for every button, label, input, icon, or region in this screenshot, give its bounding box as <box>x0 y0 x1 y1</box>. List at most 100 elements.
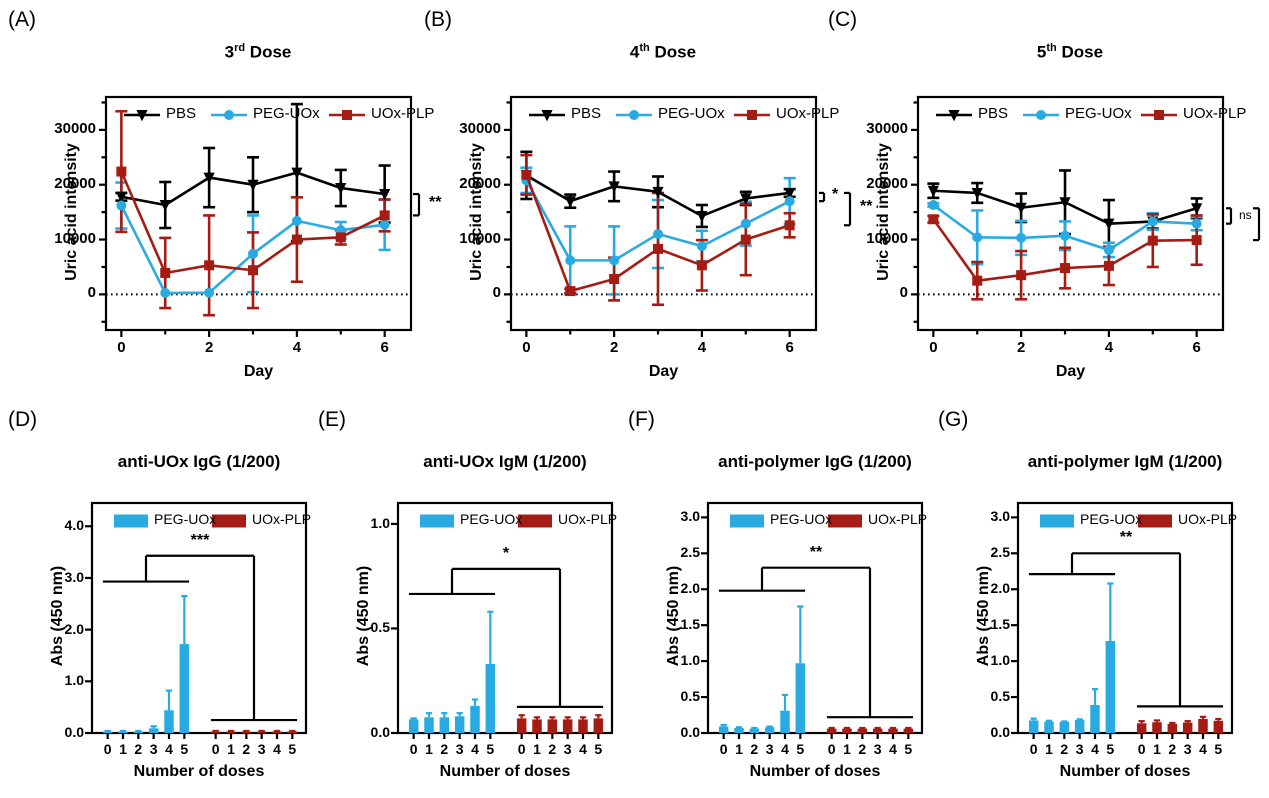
x-tick-label: 4 <box>471 741 479 757</box>
legend-label-uox-plp: UOx-PLP <box>868 511 928 527</box>
legend-label-peg-uox: PEG-UOx <box>460 511 523 527</box>
y-tick-label: 0 <box>492 284 501 302</box>
x-tick-label: 0 <box>409 741 418 757</box>
legend-label-peg-uox: PEG-UOx <box>770 511 833 527</box>
y-axis-title: Abs (450 nm) <box>975 565 992 667</box>
y-tick-label: 0.5 <box>990 688 1010 705</box>
y-tick-label: 30000 <box>54 119 96 137</box>
dose-number: 3 <box>224 42 235 62</box>
x-tick-label: 0 <box>522 339 531 356</box>
x-tick-label: 4 <box>165 741 173 757</box>
y-tick-label: 1.5 <box>990 616 1010 633</box>
panel-title-B: 4th Dose <box>513 42 813 63</box>
x-axis-title: Day <box>1055 363 1086 380</box>
significance-label: ** <box>1119 529 1133 547</box>
x-tick-label: 2 <box>1060 741 1069 757</box>
x-tick-label: 5 <box>1214 741 1223 757</box>
panel-letter-E: (E) <box>318 408 346 431</box>
x-tick-label: 2 <box>242 741 251 757</box>
y-tick-label: 0 <box>899 284 908 302</box>
y-tick-label: 1.0 <box>370 514 390 531</box>
significance-label: ** <box>809 543 823 561</box>
x-tick-label: 2 <box>1016 339 1026 356</box>
y-axis-title: Uric acid intensity <box>63 142 80 281</box>
x-tick-label: 5 <box>288 741 297 757</box>
legend-label-uox-plp: UOx-PLP <box>1178 511 1238 527</box>
significance-label: * <box>502 544 510 562</box>
y-tick-label: 30000 <box>866 119 908 137</box>
x-tick-label: 4 <box>579 741 587 757</box>
dose-word: Dose <box>245 42 292 62</box>
y-axis-title: Uric acid intensity <box>875 142 892 281</box>
x-tick-label: 0 <box>103 741 112 757</box>
dose-ordinal-suffix: th <box>639 42 650 54</box>
x-tick-label: 1 <box>1153 741 1161 757</box>
x-tick-label: 0 <box>211 741 220 757</box>
panel-letter-F: (F) <box>628 408 655 431</box>
x-tick-label: 4 <box>1199 741 1207 757</box>
panel-letter-C: (C) <box>828 8 858 31</box>
panel-letter-D: (D) <box>8 408 38 431</box>
legend-label-peg-uox: PEG-UOx <box>1065 105 1132 122</box>
y-tick-label: 4.0 <box>64 517 84 534</box>
x-tick-label: 2 <box>609 339 619 356</box>
x-tick-label: 4 <box>697 339 707 356</box>
x-tick-label: 0 <box>827 741 836 757</box>
legend-label-uox-plp: UOx-PLP <box>252 511 312 527</box>
legend-label-uox-plp: UOx-PLP <box>1183 105 1247 122</box>
legend-label-peg-uox: PEG-UOx <box>1080 511 1143 527</box>
dose-ordinal-suffix: th <box>1046 42 1057 54</box>
y-tick-label: 0.0 <box>64 724 84 740</box>
dose-number: 5 <box>1036 42 1047 62</box>
x-tick-label: 1 <box>119 741 127 757</box>
x-tick-label: 1 <box>227 741 235 757</box>
y-tick-label: 3.0 <box>64 568 84 585</box>
x-tick-label: 2 <box>440 741 449 757</box>
x-tick-label: 0 <box>117 339 126 356</box>
y-tick-label: 0.0 <box>990 724 1010 740</box>
y-axis-title: Abs (450 nm) <box>355 565 372 667</box>
legend-label-uox-plp: UOx-PLP <box>371 105 435 122</box>
x-tick-label: 0 <box>1137 741 1146 757</box>
significance-label: * <box>832 186 839 204</box>
x-tick-label: 2 <box>134 741 143 757</box>
x-tick-label: 6 <box>1192 339 1201 356</box>
y-tick-label: 0.0 <box>680 724 700 740</box>
x-tick-label: 3 <box>765 741 774 757</box>
x-tick-label: 3 <box>149 741 158 757</box>
legend-label-pbs: PBS <box>166 105 197 122</box>
x-axis-title: Day <box>243 363 274 380</box>
y-tick-label: 0 <box>87 284 96 302</box>
panel-title-E: anti-UOx IgM (1/200) <box>423 452 587 471</box>
x-tick-label: 1 <box>843 741 851 757</box>
y-tick-label: 2.0 <box>64 620 84 637</box>
x-axis-title: Day <box>648 363 679 380</box>
y-tick-label: 2.5 <box>990 544 1010 561</box>
legend-label-pbs: PBS <box>571 105 602 122</box>
panel-title-D: anti-UOx IgG (1/200) <box>117 452 281 471</box>
x-tick-label: 1 <box>533 741 541 757</box>
x-tick-label: 3 <box>1075 741 1084 757</box>
x-tick-label: 5 <box>180 741 189 757</box>
x-tick-label: 3 <box>257 741 266 757</box>
y-axis-title: Abs (450 nm) <box>49 565 66 667</box>
y-tick-label: 1.0 <box>680 652 700 669</box>
y-axis-title: Abs (450 nm) <box>665 565 682 667</box>
dose-word: Dose <box>649 42 697 62</box>
panel-title-C: 5th Dose <box>920 42 1220 63</box>
x-tick-label: 4 <box>1091 741 1099 757</box>
panel-title-A: 3rd Dose <box>108 42 408 63</box>
dose-number: 4 <box>629 42 640 62</box>
x-tick-label: 2 <box>204 339 214 356</box>
x-tick-label: 6 <box>785 339 794 356</box>
x-tick-label: 1 <box>425 741 433 757</box>
y-tick-label: 1.0 <box>990 652 1010 669</box>
x-tick-label: 3 <box>1183 741 1192 757</box>
x-tick-label: 5 <box>1106 741 1115 757</box>
y-tick-label: 2.0 <box>990 580 1010 597</box>
y-tick-label: 3.0 <box>990 508 1010 525</box>
y-axis-title: Uric acid intensity <box>468 142 485 281</box>
x-axis-title: Number of doses <box>1059 763 1191 780</box>
y-tick-label: 1.5 <box>680 616 700 633</box>
